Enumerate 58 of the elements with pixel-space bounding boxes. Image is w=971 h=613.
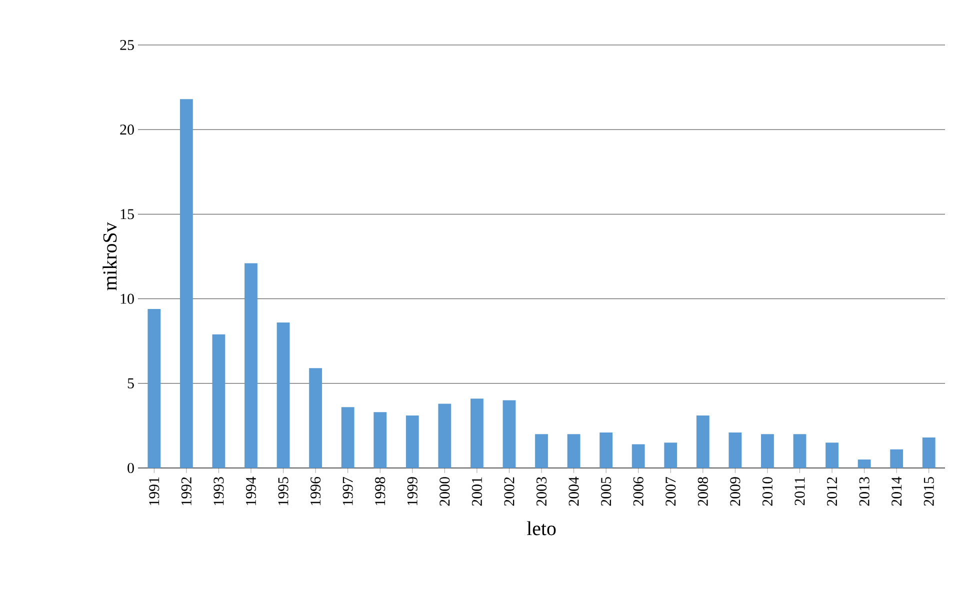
x-tick-label: 2011 (794, 477, 805, 506)
bar (664, 442, 678, 468)
bar (148, 308, 161, 468)
bar (406, 416, 419, 468)
x-tick-label: 1999 (407, 477, 418, 506)
y-tick-label: 5 (128, 378, 134, 388)
bar (502, 400, 516, 468)
bar (858, 460, 871, 468)
bar (180, 99, 193, 468)
bar (374, 412, 387, 468)
x-tick-label: 1992 (181, 477, 192, 506)
x-tick-label: 1995 (278, 477, 288, 506)
bar (567, 434, 580, 468)
x-tick-label: 2012 (826, 477, 838, 506)
x-tick-label: 2001 (472, 477, 482, 506)
y-tick-label: 10 (120, 294, 134, 304)
y-tick-label: 25 (120, 40, 134, 50)
x-tick-label: 2005 (601, 477, 612, 506)
x-tick-label: 2004 (568, 476, 579, 506)
bar (890, 449, 904, 468)
y-tick-label: 15 (120, 209, 134, 220)
x-tick-label: 1997 (342, 476, 353, 506)
bar (761, 434, 774, 468)
bar (696, 416, 710, 468)
x-axis-title: leto (526, 521, 556, 536)
x-tick-label: 1993 (214, 477, 224, 506)
x-tick-label: 2008 (698, 477, 708, 506)
bar (826, 442, 838, 468)
bar (244, 263, 258, 468)
x-tick-label: 2003 (536, 477, 547, 506)
x-tick-label: 2006 (633, 476, 644, 506)
x-tick-label: 1998 (375, 477, 386, 506)
bar (922, 438, 936, 468)
bar (793, 434, 806, 468)
bar (309, 368, 322, 468)
y-tick-label: 20 (120, 124, 134, 135)
x-tick-label: 2013 (859, 477, 870, 506)
x-tick-label: 2015 (924, 477, 934, 506)
x-tick-label: 1991 (149, 477, 160, 506)
bar (728, 432, 742, 468)
x-tick-label: 2014 (892, 476, 902, 506)
y-axis-title: mikroSv (102, 222, 117, 290)
bar (470, 398, 484, 468)
bar (632, 444, 645, 468)
bar (600, 432, 613, 468)
x-tick-label: 1996 (310, 476, 321, 506)
bar (438, 404, 452, 468)
y-tick-label: 0 (128, 462, 134, 474)
bar (276, 322, 290, 468)
x-tick-label: 1994 (246, 476, 256, 506)
x-tick-label: 2009 (730, 477, 740, 506)
bar (341, 407, 354, 468)
x-tick-label: 2002 (504, 477, 514, 506)
x-tick-label: 2000 (440, 477, 450, 506)
bar (535, 434, 548, 468)
x-tick-label: 2007 (666, 476, 676, 506)
bar (212, 334, 226, 468)
x-tick-label: 2010 (762, 477, 773, 506)
